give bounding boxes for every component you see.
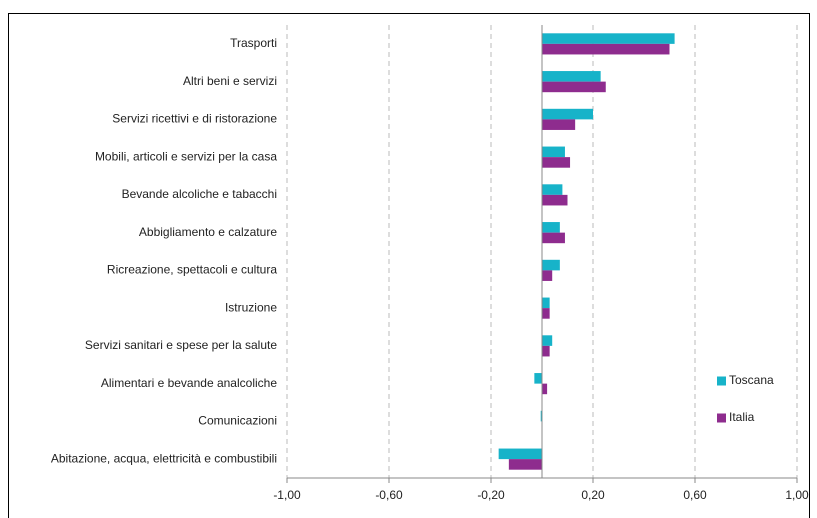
x-tick-label: -1,00 <box>273 488 301 502</box>
bar <box>542 33 675 44</box>
bar <box>542 259 560 271</box>
bar <box>542 345 550 357</box>
bar <box>542 232 565 244</box>
x-tick-label: -0,60 <box>375 488 403 502</box>
bar <box>508 459 542 470</box>
x-tick-label: 0,60 <box>683 488 707 502</box>
y-tick-label: Trasporti <box>230 36 277 50</box>
legend-label: Toscana <box>729 373 774 387</box>
y-tick-label: Altri beni e servizi <box>183 74 277 88</box>
bar <box>542 383 548 395</box>
bar <box>542 335 553 346</box>
bar <box>540 410 542 422</box>
bar <box>542 71 601 82</box>
x-tick-label: -0,20 <box>477 488 505 502</box>
x-tick-label: 1,00 <box>785 488 809 502</box>
y-tick-label: Alimentari e bevande analcoliche <box>101 376 277 390</box>
y-tick-label: Bevande alcoliche e tabacchi <box>122 187 277 201</box>
y-tick-label: Comunicazioni <box>198 414 277 428</box>
x-tick-label: 0,20 <box>581 488 605 502</box>
bar <box>542 184 563 195</box>
y-tick-label: Servizi sanitari e spese per la salute <box>85 338 277 352</box>
y-tick-label: Abitazione, acqua, elettricità e combust… <box>51 451 277 465</box>
bar <box>542 119 576 130</box>
y-tick-label: Ricreazione, spettacoli e cultura <box>107 263 277 277</box>
legend-swatch <box>717 413 726 423</box>
bar <box>542 194 568 206</box>
bar <box>542 222 560 233</box>
bar <box>542 108 593 120</box>
bar <box>542 43 670 55</box>
legend-swatch <box>717 376 726 386</box>
y-tick-label: Servizi ricettivi e di ristorazione <box>112 112 277 126</box>
bar <box>498 448 542 460</box>
legend-label: Italia <box>729 410 755 424</box>
bar <box>542 270 553 281</box>
bar <box>542 297 550 309</box>
y-tick-label: Abbigliamento e calzature <box>139 225 277 239</box>
bar <box>542 308 550 319</box>
bar <box>542 81 606 93</box>
bar <box>534 373 542 384</box>
y-tick-label: Istruzione <box>225 300 277 314</box>
y-tick-label: Mobili, articoli e servizi per la casa <box>95 149 277 163</box>
frame <box>8 13 810 518</box>
bar <box>542 146 565 158</box>
bar <box>542 157 571 168</box>
